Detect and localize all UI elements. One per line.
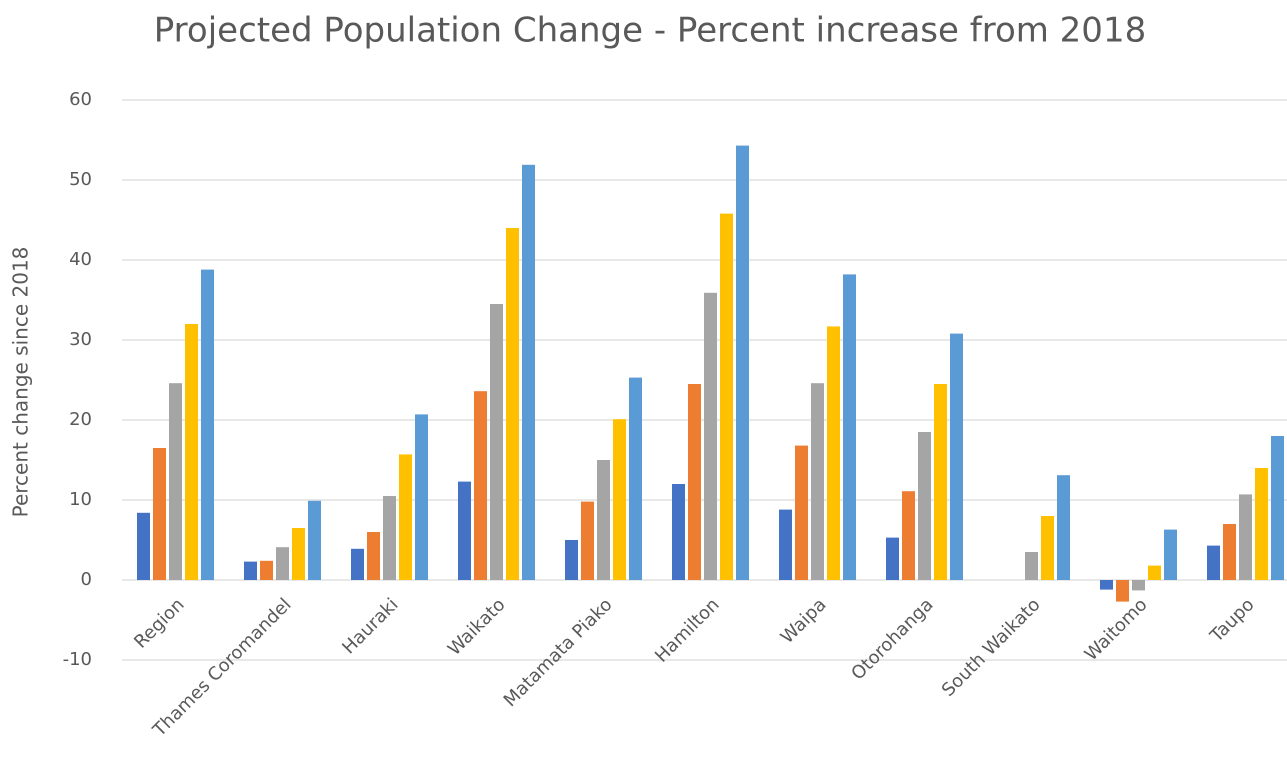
bar <box>811 383 824 580</box>
x-tick-label: Waitomo <box>1081 594 1152 665</box>
bar <box>458 481 471 580</box>
x-tick-label: Taupo <box>1206 594 1259 647</box>
bar <box>688 384 701 580</box>
x-tick-label: Region <box>130 594 188 652</box>
bar <box>292 528 305 580</box>
bar <box>672 484 685 580</box>
y-tick-label: 20 <box>69 409 92 430</box>
y-tick-label: 40 <box>69 249 92 270</box>
x-tick-label: Hamilton <box>651 594 724 667</box>
bar <box>308 500 321 580</box>
bar <box>795 445 808 580</box>
y-tick-label: -10 <box>63 649 92 670</box>
bar <box>736 145 749 580</box>
bar <box>1223 524 1236 580</box>
bar <box>415 414 428 580</box>
y-tick-label: 60 <box>69 89 92 110</box>
bar <box>629 377 642 580</box>
bar <box>1041 516 1054 580</box>
bar <box>522 164 535 581</box>
bar <box>565 540 578 580</box>
bar <box>1148 565 1161 580</box>
y-tick-label: 50 <box>69 169 92 190</box>
x-tick-label: Otorohanga <box>847 594 937 684</box>
x-tick-label: Waikato <box>444 594 510 660</box>
bar <box>474 391 487 580</box>
bar <box>351 548 364 580</box>
bar <box>169 383 182 580</box>
bar <box>704 292 717 580</box>
x-tick-label: South Waikato <box>938 594 1045 701</box>
bar <box>137 512 150 580</box>
x-tick-label: Hauraki <box>338 594 402 658</box>
bar <box>185 324 198 580</box>
bar <box>613 419 626 580</box>
bar <box>720 213 733 580</box>
bar <box>367 532 380 580</box>
x-tick-label: Matamata Piako <box>500 594 617 711</box>
bar <box>201 269 214 580</box>
bar <box>1057 475 1070 580</box>
bar <box>506 228 519 580</box>
bar <box>399 454 412 580</box>
bar <box>1116 580 1129 602</box>
y-tick-label: 0 <box>81 569 92 590</box>
bar <box>490 304 503 580</box>
bar <box>260 560 273 580</box>
bar <box>886 537 899 580</box>
bar <box>1132 580 1145 591</box>
bar <box>779 509 792 580</box>
bar <box>1100 580 1113 590</box>
bar <box>827 326 840 580</box>
chart-title: Projected Population Change - Percent in… <box>154 11 1146 51</box>
bar <box>581 501 594 580</box>
bar <box>843 274 856 580</box>
bar <box>902 491 915 580</box>
bar <box>244 561 257 580</box>
bar <box>918 432 931 580</box>
bar <box>276 547 289 580</box>
bar <box>1255 468 1268 580</box>
bar <box>934 384 947 580</box>
bar <box>1271 436 1284 580</box>
x-tick-label: Waipa <box>777 594 831 648</box>
bar <box>153 448 166 580</box>
bar <box>597 460 610 580</box>
y-tick-label: 30 <box>69 329 92 350</box>
bar <box>383 496 396 580</box>
bar <box>1164 529 1177 580</box>
y-axis-title: Percent change since 2018 <box>9 247 33 518</box>
bar <box>950 333 963 580</box>
bar <box>1207 545 1220 580</box>
bar <box>1025 552 1038 580</box>
y-tick-label: 10 <box>69 489 92 510</box>
bar <box>1239 494 1252 580</box>
